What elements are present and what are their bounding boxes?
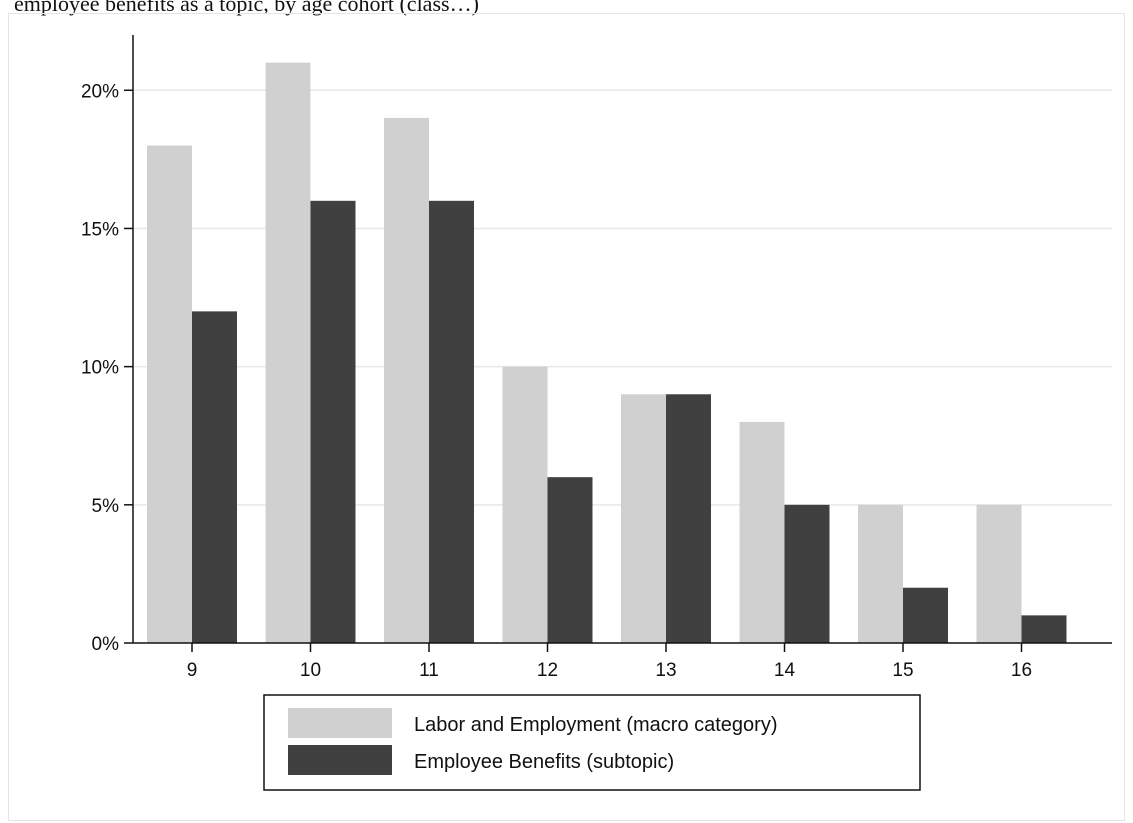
x-tick-label: 15 — [892, 660, 913, 681]
x-tick-label: 11 — [419, 660, 439, 681]
bar-labor-employment — [265, 62, 311, 644]
tick-labels: 0% 5% 10% 15% 20% 9 10 11 12 13 14 15 16 — [81, 81, 1032, 681]
x-tick-label: 13 — [655, 660, 676, 681]
bar-employee-benefits — [903, 587, 948, 643]
legend-swatch-employee-benefits — [288, 745, 392, 775]
bars — [147, 62, 1067, 644]
y-tick-label: 15% — [81, 219, 119, 240]
y-tick-label: 20% — [81, 81, 119, 102]
bar-employee-benefits — [784, 504, 830, 643]
bar-labor-employment — [502, 366, 548, 643]
bar-labor-employment — [858, 504, 903, 643]
bar-labor-employment — [147, 145, 192, 643]
y-tick-label: 5% — [92, 496, 120, 517]
bar-labor-employment — [739, 421, 785, 643]
x-tick-label: 10 — [300, 660, 321, 681]
bar-employee-benefits — [429, 200, 474, 643]
x-tick-label: 16 — [1011, 660, 1032, 681]
legend: Labor and Employment (macro category) Emp… — [263, 694, 921, 791]
bar-labor-employment — [621, 394, 666, 643]
bar-employee-benefits — [1021, 615, 1067, 643]
x-tick-label: 14 — [774, 660, 796, 681]
y-tick-label: 10% — [81, 358, 119, 379]
legend-swatch-labor-employment — [288, 708, 392, 738]
axes — [124, 35, 1112, 652]
bar-employee-benefits — [547, 477, 593, 643]
legend-label-employee-benefits: Employee Benefits (subtopic) — [414, 751, 674, 773]
bar-employee-benefits — [666, 394, 711, 643]
bar-employee-benefits — [192, 311, 237, 643]
legend-label-labor-employment: Labor and Employment (macro category) — [414, 714, 778, 736]
x-tick-label: 9 — [187, 660, 198, 681]
y-tick-label: 0% — [92, 634, 120, 655]
bar-labor-employment — [976, 504, 1022, 643]
page-caption: employee benefits as a topic, by age coh… — [14, 0, 479, 16]
bar-employee-benefits — [310, 200, 356, 643]
x-tick-label: 12 — [537, 660, 558, 681]
bar-labor-employment — [384, 117, 429, 644]
chart-frame — [8, 13, 1125, 821]
